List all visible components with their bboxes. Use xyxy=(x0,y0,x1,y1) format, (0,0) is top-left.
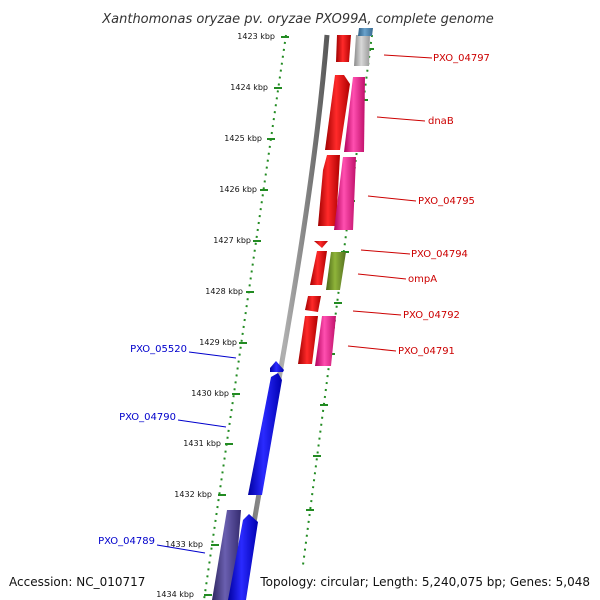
tick-label: 1434 kbp xyxy=(156,590,194,599)
gene-arrow[interactable] xyxy=(344,77,365,152)
gene-arrow[interactable] xyxy=(305,296,321,312)
tick-label: 1431 kbp xyxy=(183,439,221,448)
gene-arrow[interactable] xyxy=(318,155,340,226)
label-leader xyxy=(347,345,397,352)
gene-label[interactable]: PXO_04790 xyxy=(119,412,176,423)
gene-arrow[interactable] xyxy=(334,157,356,230)
gene-arrow[interactable] xyxy=(326,252,346,290)
forward-strand-genes xyxy=(298,28,373,366)
gene-arrow[interactable] xyxy=(248,373,282,495)
right-ruler-track xyxy=(302,34,373,566)
tick-label: 1423 kbp xyxy=(237,32,275,41)
gene-arrow[interactable] xyxy=(270,361,284,372)
label-leader xyxy=(177,419,227,428)
label-leader xyxy=(367,195,417,202)
gene-arrow[interactable] xyxy=(314,241,328,248)
label-leader xyxy=(376,116,426,122)
forward-label-layer: PXO_04797 dnaB PXO_04795 PXO_04794 ompA … xyxy=(347,53,490,357)
gene-label[interactable]: PXO_05520 xyxy=(130,344,187,355)
gene-label[interactable]: PXO_04789 xyxy=(98,536,155,547)
tick-label: 1424 kbp xyxy=(230,83,268,92)
label-leader xyxy=(188,351,237,359)
gene-arrow[interactable] xyxy=(354,35,370,66)
gene-arrow[interactable] xyxy=(310,251,327,285)
map-title: Xanthomonas oryzae pv. oryzae PXO99A, co… xyxy=(101,12,494,27)
label-leader xyxy=(357,273,407,280)
tick-label: 1425 kbp xyxy=(224,134,262,143)
tick-label: 1427 kbp xyxy=(213,236,251,245)
gene-label[interactable]: PXO_04795 xyxy=(418,196,475,207)
tick-layer: 1423 kbp 1424 kbp 1425 kbp 1426 kbp 1427… xyxy=(156,32,289,599)
tick-label: 1429 kbp xyxy=(199,338,237,347)
tick-label: 1433 kbp xyxy=(165,540,203,549)
gene-arrow[interactable] xyxy=(228,514,258,600)
gene-label[interactable]: PXO_04794 xyxy=(411,249,468,260)
tick-label: 1426 kbp xyxy=(219,185,257,194)
label-leader xyxy=(360,249,411,255)
tick-label: 1432 kbp xyxy=(174,490,212,499)
label-leader xyxy=(352,310,402,316)
label-leader xyxy=(156,544,206,554)
gene-label[interactable]: PXO_04797 xyxy=(433,53,490,64)
label-leader xyxy=(383,54,433,59)
accession-text: Accession: NC_010717 xyxy=(9,575,145,589)
left-ruler-track xyxy=(203,34,287,600)
reverse-label-layer: PXO_05520 PXO_04790 PXO_04789 xyxy=(98,344,237,554)
genome-summary-text: Topology: circular; Length: 5,240,075 bp… xyxy=(259,575,590,589)
gene-label[interactable]: PXO_04792 xyxy=(403,310,460,321)
gene-arrow[interactable] xyxy=(315,316,336,366)
gene-label[interactable]: ompA xyxy=(408,274,437,285)
gene-arrow[interactable] xyxy=(358,28,373,36)
gene-arrow[interactable] xyxy=(325,75,350,150)
gene-label[interactable]: dnaB xyxy=(428,116,454,127)
gene-label[interactable]: PXO_04791 xyxy=(398,346,455,357)
tick-label: 1430 kbp xyxy=(191,389,229,398)
gene-arrow[interactable] xyxy=(298,316,318,364)
reverse-strand-genes xyxy=(212,361,284,600)
gene-arrow[interactable] xyxy=(336,35,351,62)
tick-label: 1428 kbp xyxy=(205,287,243,296)
